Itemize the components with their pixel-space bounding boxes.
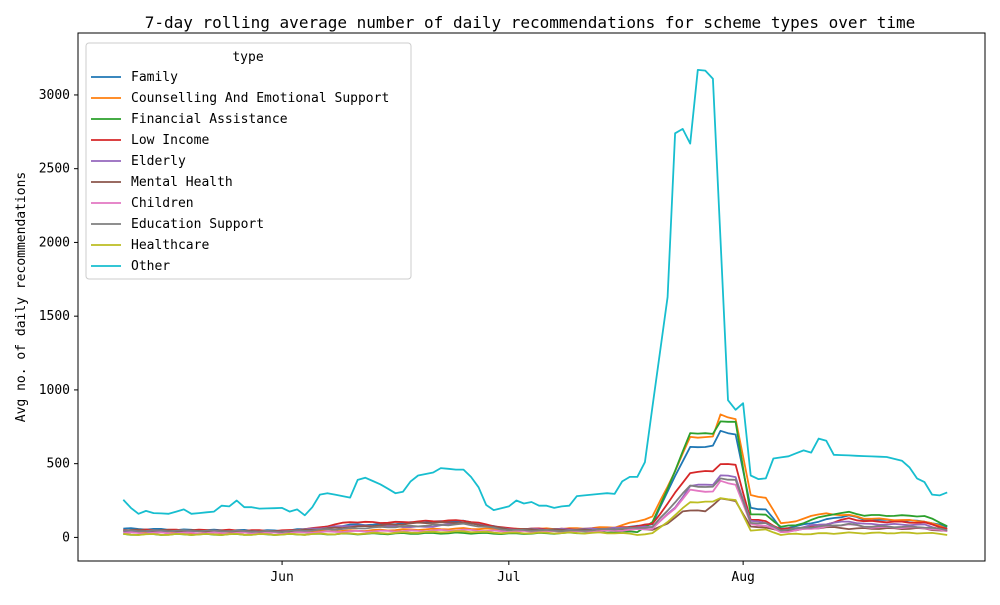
- x-axis: Jun Jul Aug: [270, 561, 755, 585]
- series-layer: [122, 69, 948, 536]
- series-line-low-income: [123, 463, 948, 532]
- legend-item-other: Other: [91, 259, 170, 274]
- series-line-education-support: [123, 477, 948, 533]
- legend-label: Education Support: [131, 217, 264, 232]
- y-tick-label: 1500: [39, 309, 70, 324]
- y-tick-label: 2000: [39, 235, 70, 250]
- legend-label: Financial Assistance: [131, 112, 288, 127]
- legend-label: Children: [131, 196, 194, 211]
- legend-item-counselling-and-emotional-support: Counselling And Emotional Support: [91, 91, 389, 106]
- series-line-other: [122, 69, 948, 517]
- legend-item-mental-health: Mental Health: [91, 175, 233, 190]
- legend-label: Mental Health: [131, 175, 233, 190]
- series-line-financial-assistance: [123, 420, 948, 536]
- legend-item-healthcare: Healthcare: [91, 238, 209, 253]
- y-tick-label: 0: [62, 530, 70, 545]
- legend-label: Family: [131, 70, 178, 85]
- legend-item-children: Children: [91, 196, 194, 211]
- chart-title: 7-day rolling average number of daily re…: [145, 13, 916, 32]
- y-tick-label: 1000: [39, 383, 70, 398]
- legend-item-education-support: Education Support: [91, 217, 264, 232]
- legend-item-low-income: Low Income: [91, 133, 209, 148]
- y-tick-label: 2500: [39, 162, 70, 177]
- legend-item-family: Family: [91, 70, 178, 85]
- legend-label: Elderly: [131, 154, 186, 169]
- legend-label: Healthcare: [131, 238, 209, 253]
- x-tick-label: Aug: [731, 570, 754, 585]
- y-tick-label: 500: [47, 457, 70, 472]
- legend-label: Low Income: [131, 133, 209, 148]
- x-tick-label: Jul: [497, 570, 520, 585]
- y-axis-label: Avg no. of daily recommendations: [14, 172, 29, 422]
- legend-item-elderly: Elderly: [91, 154, 186, 169]
- legend-label: Other: [131, 259, 170, 274]
- legend: type Family Counselling And Emotional Sup…: [85, 42, 412, 280]
- x-tick-label: Jun: [270, 570, 293, 585]
- y-axis: 0 500 1000 1500 2000 2500 3000: [39, 88, 78, 545]
- legend-title: type: [232, 50, 263, 65]
- legend-items: Family Counselling And Emotional Support F…: [91, 70, 389, 274]
- legend-box: [85, 42, 412, 280]
- y-tick-label: 3000: [39, 88, 70, 103]
- legend-item-financial-assistance: Financial Assistance: [91, 112, 288, 127]
- plot-area: [77, 32, 986, 562]
- legend-label: Counselling And Emotional Support: [131, 91, 389, 106]
- series-line-healthcare: [123, 497, 948, 536]
